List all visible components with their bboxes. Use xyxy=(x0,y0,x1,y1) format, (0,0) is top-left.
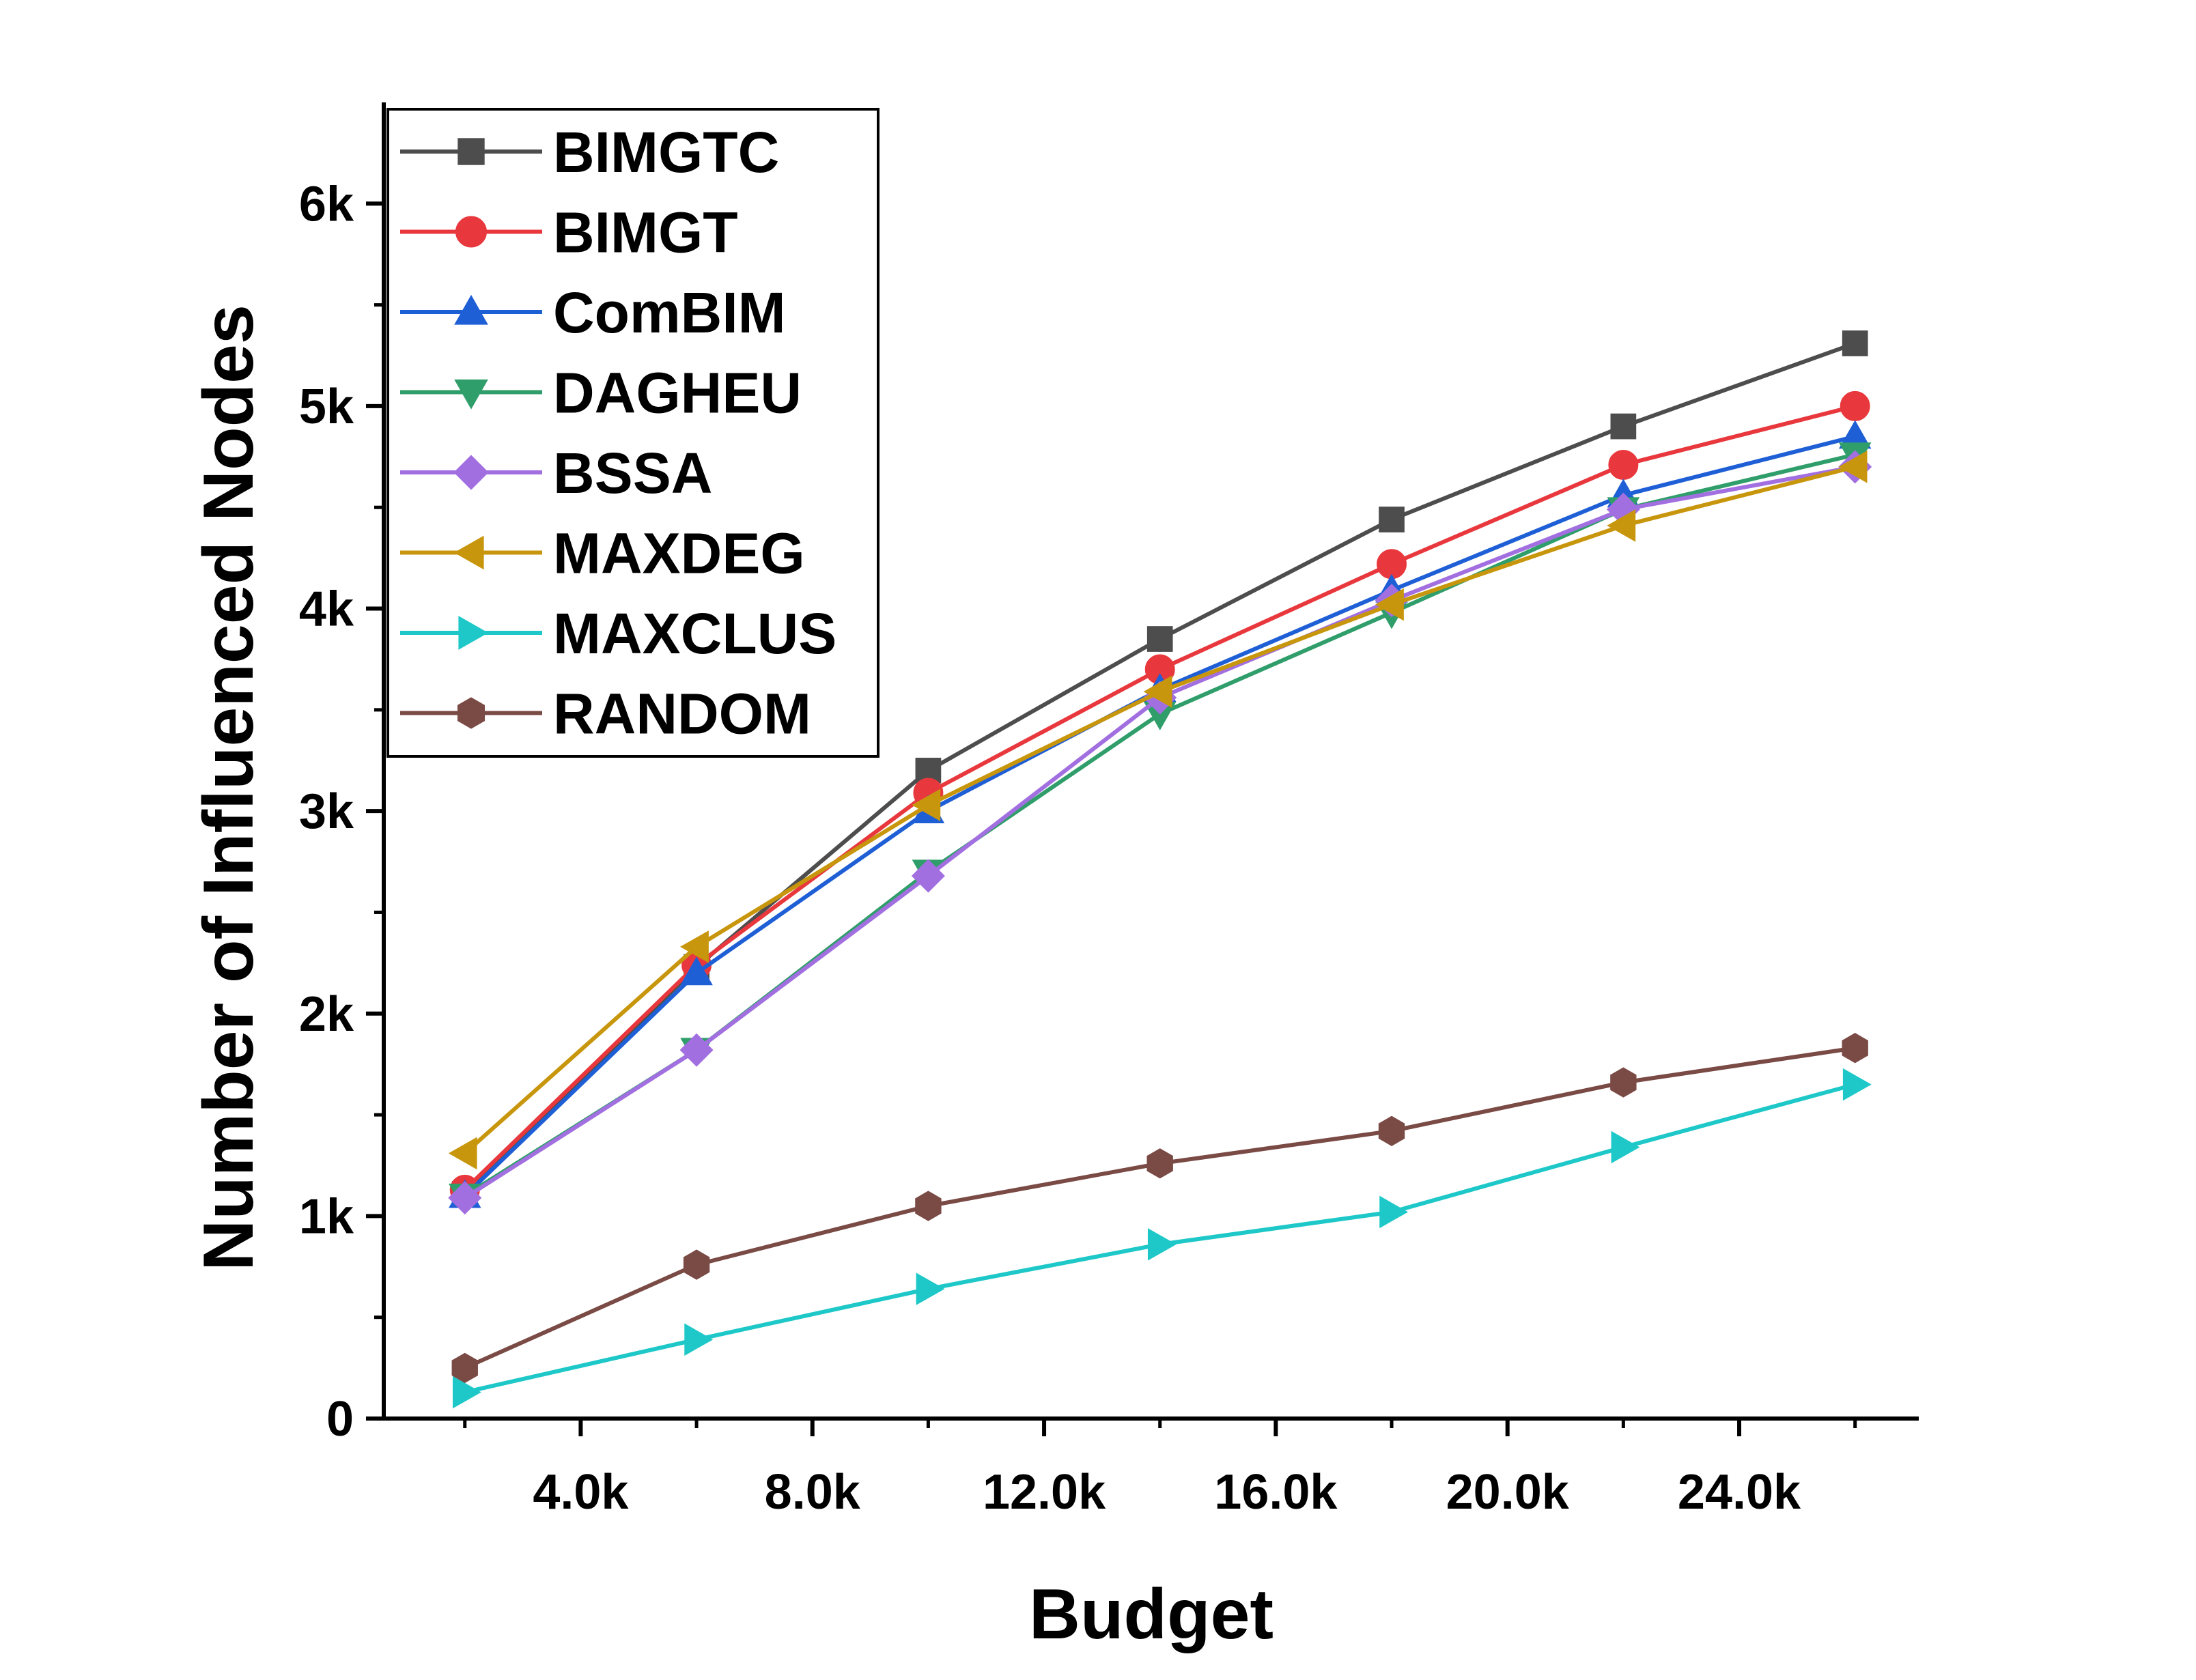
legend-label: MAXCLUS xyxy=(553,601,836,666)
x-tick-label: 8.0k xyxy=(765,1465,861,1520)
legend-item: MAXCLUS xyxy=(400,601,836,666)
data-point xyxy=(1607,509,1636,542)
data-point xyxy=(448,1137,477,1170)
data-point xyxy=(679,1033,714,1067)
series-random xyxy=(451,1033,1868,1384)
data-point xyxy=(1379,507,1405,532)
data-point xyxy=(1147,1228,1177,1261)
series-line xyxy=(464,1046,1856,1370)
legend-label: DAGHEU xyxy=(553,361,802,425)
legend-marker xyxy=(458,138,485,165)
data-point xyxy=(1379,1195,1409,1229)
data-point xyxy=(680,956,713,986)
y-tick-label: 0 xyxy=(326,1392,354,1447)
data-point xyxy=(448,1181,482,1215)
x-tick-label: 12.0k xyxy=(983,1465,1106,1520)
legend-label: MAXDEG xyxy=(553,522,805,586)
data-point xyxy=(680,930,709,963)
data-point xyxy=(1375,588,1404,621)
data-point xyxy=(916,1272,945,1305)
legend-marker xyxy=(457,697,485,729)
legend-item: DAGHEU xyxy=(400,361,802,425)
legend-item: BSSA xyxy=(400,441,712,505)
data-point xyxy=(1608,449,1639,480)
legend: BIMGTC BIMGT ComBIM DAGHEU BSSA MAXDEG MAXCLUS… xyxy=(386,108,879,758)
legend-marker xyxy=(454,379,488,410)
legend-label: ComBIM xyxy=(553,281,786,345)
data-point xyxy=(1840,390,1870,421)
series-layer xyxy=(448,330,1872,1409)
legend-label: RANDOM xyxy=(553,682,811,746)
legend-item: MAXDEG xyxy=(400,522,805,586)
series-maxclus xyxy=(452,1068,1872,1409)
data-point xyxy=(1610,413,1637,440)
x-tick-label: 4.0k xyxy=(533,1465,629,1520)
data-point xyxy=(911,859,945,893)
legend-label: BSSA xyxy=(553,441,712,505)
y-tick-label: 1k xyxy=(299,1189,354,1244)
data-point xyxy=(683,1249,710,1280)
data-point xyxy=(912,788,941,822)
data-point xyxy=(452,1376,481,1409)
x-axis-title: Budget xyxy=(1029,1575,1273,1654)
data-point xyxy=(1842,1068,1872,1101)
data-point xyxy=(1143,675,1172,708)
y-tick-label: 6k xyxy=(299,177,354,231)
y-tick-label: 3k xyxy=(299,784,354,839)
x-tick-label: 20.0k xyxy=(1446,1465,1570,1520)
data-point xyxy=(1378,1115,1405,1146)
x-tick-label: 24.0k xyxy=(1678,1465,1801,1520)
data-point xyxy=(1611,1130,1640,1164)
legend-item: ComBIM xyxy=(400,281,786,345)
y-tick-label: 5k xyxy=(299,380,354,434)
y-tick-label: 4k xyxy=(299,582,354,637)
legend-marker xyxy=(458,616,489,650)
y-tick-label: 2k xyxy=(299,987,354,1042)
legend-label: BIMGT xyxy=(553,201,738,265)
legend-item: BIMGT xyxy=(400,201,738,265)
axes xyxy=(366,102,1919,1436)
legend-marker xyxy=(455,216,487,248)
legend-item: RANDOM xyxy=(400,682,811,746)
legend-marker xyxy=(453,455,489,490)
data-point xyxy=(915,1191,942,1221)
data-point xyxy=(1610,1067,1637,1098)
data-point xyxy=(1842,330,1868,356)
tick-labels: 0 1k 2k 3k 4k 5k 6k 4.0k 8.0k 12.0k 16.0k 20.0k 24.0… xyxy=(299,177,1801,1520)
x-tick-label: 16.0k xyxy=(1214,1465,1338,1520)
data-point xyxy=(684,1323,714,1356)
data-point xyxy=(1838,451,1868,483)
legend-item: BIMGTC xyxy=(400,120,779,184)
data-point xyxy=(1146,1148,1173,1179)
legend-marker xyxy=(454,294,488,325)
y-axis-title: Number of Influenced Nodes xyxy=(189,304,268,1271)
data-point xyxy=(451,1352,478,1384)
data-point xyxy=(1146,626,1173,652)
legend-marker xyxy=(453,535,484,570)
series-maxdeg xyxy=(448,451,1868,1170)
legend-label: BIMGTC xyxy=(553,120,779,184)
data-point xyxy=(1842,1033,1868,1064)
